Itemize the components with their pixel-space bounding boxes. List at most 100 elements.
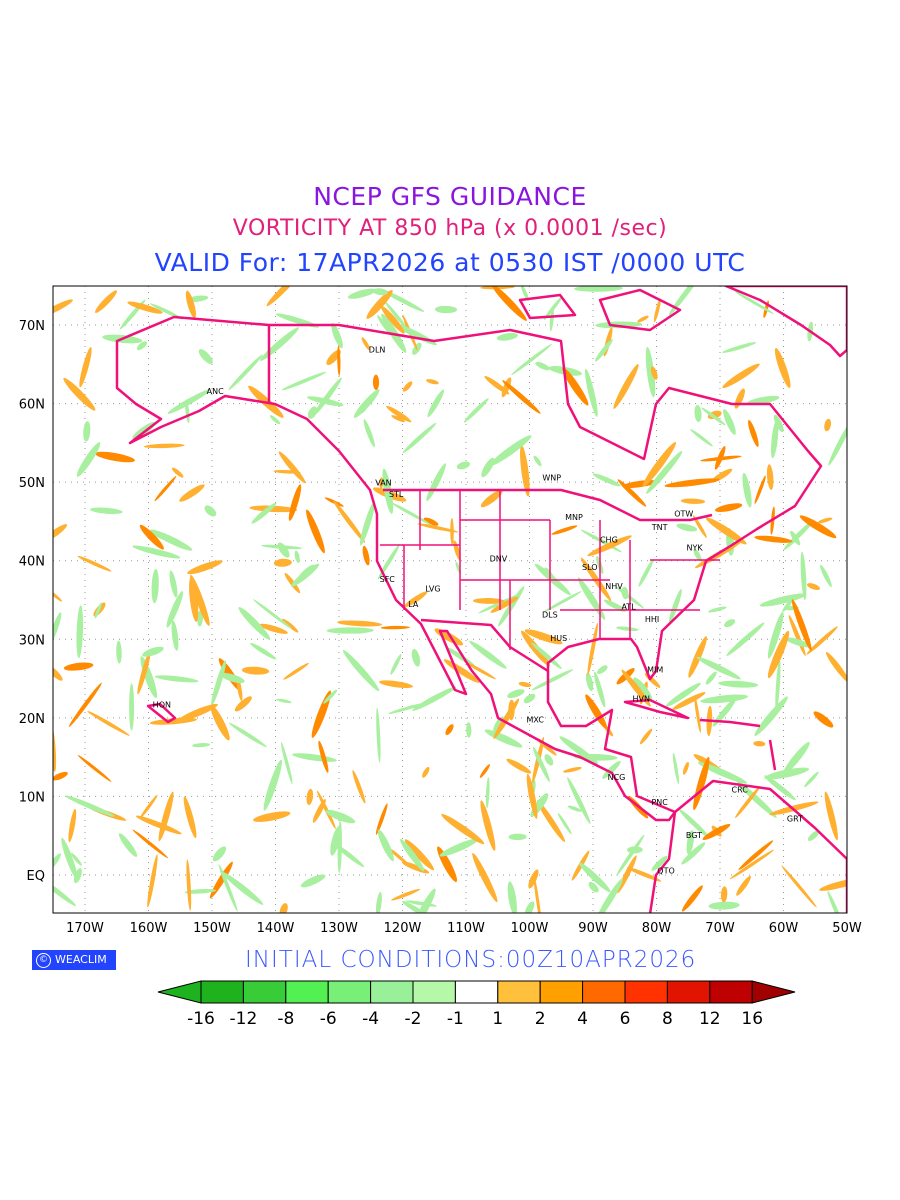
negative-vorticity-patch [734, 291, 774, 315]
positive-vorticity-patch [135, 815, 182, 835]
title-valid-time: VALID For: 17APR2026 at 0530 IST /0000 U… [154, 248, 746, 277]
negative-vorticity-patch [166, 590, 184, 628]
colorbar-box [285, 980, 329, 1004]
positive-vorticity-patch [563, 766, 582, 773]
positive-vorticity-patch [748, 419, 759, 447]
negative-vorticity-patch [651, 855, 668, 871]
city-label: TNT [651, 523, 668, 532]
positive-vorticity-patch [621, 669, 651, 707]
positive-vorticity-patch [722, 363, 760, 389]
city-label: PNC [651, 798, 668, 807]
city-label: CRC [732, 786, 749, 795]
negative-vorticity-patch [61, 837, 78, 879]
negative-vorticity-patch [718, 680, 759, 688]
negative-vorticity-patch [445, 646, 476, 667]
colorbar-box [497, 980, 541, 1004]
negative-vorticity-patch [434, 305, 458, 314]
negative-vorticity-patch [228, 354, 263, 391]
negative-vorticity-patch [485, 777, 490, 809]
negative-vorticity-patch [259, 327, 299, 361]
positive-vorticity-patch [443, 659, 480, 683]
positive-vorticity-patch [707, 410, 722, 420]
positive-vorticity-patch [402, 381, 413, 392]
lon-tick-label: 160W [130, 921, 168, 936]
negative-vorticity-patch [616, 834, 645, 876]
negative-vorticity-patch [602, 760, 621, 779]
lon-tick-label: 130W [320, 921, 358, 936]
negative-vorticity-patch [577, 577, 606, 620]
negative-vorticity-patch [754, 696, 788, 736]
negative-vorticity-patch [767, 611, 784, 659]
negative-vorticity-patch [191, 743, 210, 748]
lat-tick-label: 30N [19, 633, 45, 648]
positive-vorticity-patch [526, 773, 538, 819]
negative-vorticity-patch [185, 399, 190, 424]
negative-vorticity-patch [746, 395, 780, 405]
negative-vorticity-patch [775, 659, 781, 712]
negative-vorticity-patch [290, 563, 320, 587]
positive-vorticity-patch [186, 859, 192, 911]
negative-vorticity-patch [484, 729, 523, 748]
lat-tick-label: 60N [19, 398, 45, 413]
lat-tick-label: 20N [19, 712, 45, 727]
us-mexico-border [420, 618, 549, 673]
negative-vorticity-patch [771, 420, 779, 459]
colorbar-box [327, 980, 372, 1004]
positive-vorticity-patch [352, 770, 366, 804]
positive-vorticity-patch [692, 515, 707, 538]
positive-vorticity-patch [95, 451, 135, 463]
negative-vorticity-patch [694, 404, 702, 422]
positive-vorticity-patch [617, 479, 647, 507]
negative-vorticity-patch [456, 461, 470, 470]
positive-vorticity-patch [177, 703, 218, 722]
colorbar-box [412, 980, 456, 1004]
city-label: HHI [645, 615, 659, 624]
positive-vorticity-patch [132, 829, 169, 859]
negative-vorticity-patch [807, 830, 820, 841]
positive-vorticity-patch [705, 517, 747, 545]
positive-vorticity-patch [694, 695, 701, 733]
colorbar-label: -2 [405, 1009, 422, 1029]
positive-vorticity-patch [362, 545, 370, 566]
negative-vorticity-patch [722, 342, 757, 353]
positive-vorticity-patch [781, 865, 817, 908]
negative-vorticity-patch [496, 332, 518, 341]
negative-vorticity-patch [390, 502, 431, 525]
city-label: MIM [647, 665, 663, 674]
city-label: GRT [787, 815, 803, 824]
positive-vorticity-patch [817, 517, 833, 524]
negative-vorticity-patch [149, 303, 184, 320]
positive-vorticity-patch [767, 630, 790, 679]
negative-vorticity-patch [543, 295, 563, 320]
negative-vorticity-patch [169, 570, 178, 598]
positive-vorticity-patch [183, 796, 197, 839]
negative-vorticity-patch [681, 842, 706, 865]
positive-vorticity-patch [318, 740, 329, 773]
negative-vorticity-patch [426, 463, 446, 502]
positive-vorticity-patch [391, 888, 421, 901]
negative-vorticity-patch [668, 589, 682, 624]
negative-vorticity-patch [828, 421, 847, 466]
negative-vorticity-patch [294, 550, 300, 564]
positive-vorticity-patch [682, 761, 689, 775]
positive-vorticity-patch [63, 377, 96, 411]
positive-vorticity-patch [533, 875, 542, 913]
positive-vorticity-patch [490, 596, 519, 613]
negative-vorticity-patch [212, 846, 227, 862]
positive-vorticity-patch [824, 791, 838, 841]
negative-vorticity-patch [783, 519, 815, 551]
colorbar-max-arrow [751, 980, 796, 1004]
negative-vorticity-patch [638, 559, 654, 587]
positive-vorticity-patch [825, 652, 847, 683]
negative-vorticity-patch [603, 599, 626, 612]
positive-vorticity-patch [189, 577, 199, 622]
negative-vorticity-patch [646, 450, 683, 494]
positive-vorticity-patch [380, 305, 405, 334]
negative-vorticity-patch [377, 544, 400, 580]
negative-vorticity-patch [616, 626, 639, 632]
negative-vorticity-patch [594, 671, 606, 708]
positive-vorticity-patch [391, 415, 405, 423]
copyright-icon: © [36, 952, 51, 968]
positive-vorticity-patch [493, 698, 520, 739]
negative-vorticity-patch [708, 606, 727, 613]
